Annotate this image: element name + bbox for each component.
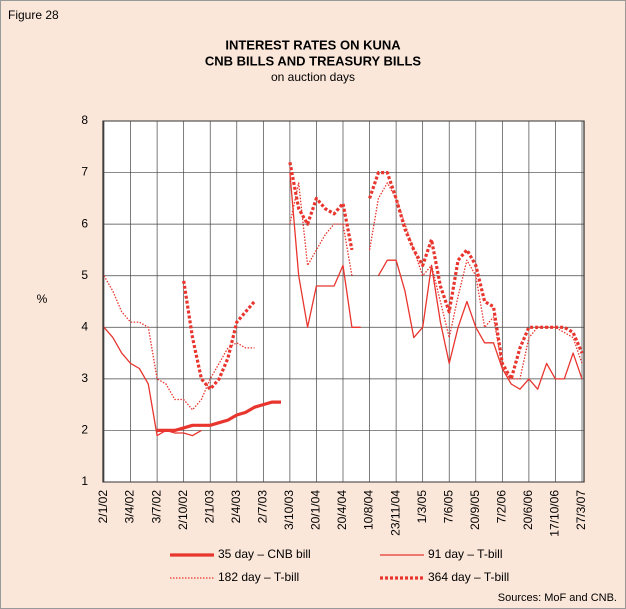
legend-label: 182 day – T-bill [218,570,299,584]
x-tick-label: 17/10/06 [548,490,562,537]
chart-title: INTEREST RATES ON KUNA [225,37,401,52]
x-tick-label: 10/8/04 [362,490,376,530]
figure-label: Figure 28 [8,8,59,22]
y-tick-label: 8 [81,113,88,127]
y-tick-label: 6 [81,216,88,230]
legend-label: 364 day – T-bill [428,570,509,584]
source: Sources: MoF and CNB. [498,592,617,604]
x-tick-label: 23/11/04 [388,490,402,536]
legend-label: 91 day – T-bill [428,547,503,561]
x-tick-label: 27/3/07 [574,490,588,530]
x-tick-label: 2/4/03 [229,490,243,524]
x-tick-label: 3/10/03 [282,490,296,530]
x-tick-label: 2/1/03 [202,490,216,524]
y-tick-label: 3 [81,371,88,385]
x-tick-label: 3/7/02 [149,490,163,524]
series-line [157,400,281,432]
y-tick-label: 7 [81,165,88,179]
y-tick-label: 1 [81,474,88,488]
y-tick-label: 4 [81,319,88,333]
y-tick-label: 5 [81,268,88,282]
plot-area [102,120,585,483]
series-line [103,172,583,437]
x-tick-label: 3/4/02 [123,490,137,524]
x-tick-label: 20/9/05 [468,490,482,530]
x-tick-label: 2/10/02 [176,490,190,530]
x-tick-label: 7/2/06 [495,490,509,524]
x-tick-label: 2/1/02 [96,490,110,524]
x-tick-label: 2/7/03 [256,490,270,524]
chart-subtitle: on auction days [271,70,355,84]
chart-title: CNB BILLS AND TREASURY BILLS [205,53,422,68]
legend-label: 35 day – CNB bill [218,547,311,561]
series-line [182,162,584,391]
y-axis-label: % [37,292,48,306]
x-tick-label: 20/4/04 [335,490,349,530]
x-tick-label: 20/6/06 [521,490,535,530]
x-tick-label: 20/1/04 [309,490,323,530]
x-tick-label: 7/6/05 [441,490,455,524]
x-tick-label: 1/3/05 [415,490,429,524]
y-tick-label: 2 [81,423,88,437]
